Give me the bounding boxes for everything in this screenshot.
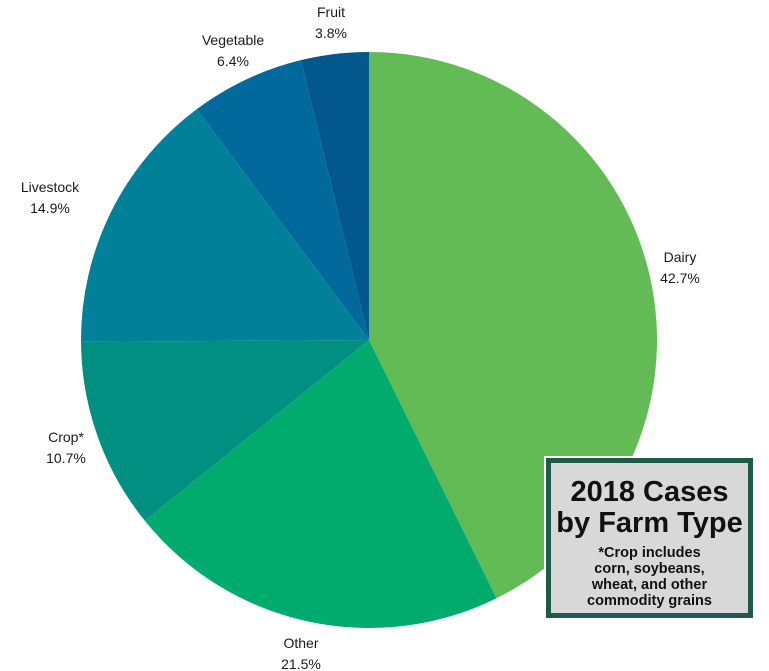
slice-label-value: 3.8% <box>315 25 347 41</box>
chart-title-line-1: 2018 Cases <box>570 476 729 508</box>
slice-label-name: Livestock <box>21 179 80 195</box>
footnote: *Crop includes corn, soybeans, wheat, an… <box>551 545 748 609</box>
pie-slice-crop <box>81 340 370 521</box>
footnote-line-3: wheat, and other <box>591 577 708 593</box>
slice-label-name: Vegetable <box>202 32 264 48</box>
footnote-line-2: corn, soybeans, <box>594 561 705 577</box>
pie-slices <box>81 52 657 629</box>
slice-label-value: 10.7% <box>46 450 86 466</box>
slice-labels: Dairy 42.7% Other 21.5% Crop* 10.7% Livestock 1… <box>21 4 700 671</box>
pie-slice-livestock <box>81 109 370 342</box>
footnote-line-1: *Crop includes <box>598 545 701 561</box>
slice-label-value: 21.5% <box>281 656 321 671</box>
slice-label-value: 6.4% <box>217 53 249 69</box>
slice-label-name: Fruit <box>317 4 345 20</box>
pie-slice-other <box>144 340 497 629</box>
slice-label-value: 14.9% <box>30 200 70 216</box>
slice-label-name: Crop* <box>48 429 84 445</box>
pie-slice-fruit <box>300 52 369 340</box>
chart-title-line-2: by Farm Type <box>556 507 743 539</box>
footnote-line-4: commodity grains <box>587 593 712 609</box>
title-box: 2018 Cases by Farm Type *Crop includes c… <box>544 456 755 620</box>
slice-label-name: Dairy <box>664 249 697 265</box>
pie-slice-vegetable <box>196 60 369 341</box>
slice-label-value: 42.7% <box>660 270 700 286</box>
slice-label-name: Other <box>283 635 318 651</box>
